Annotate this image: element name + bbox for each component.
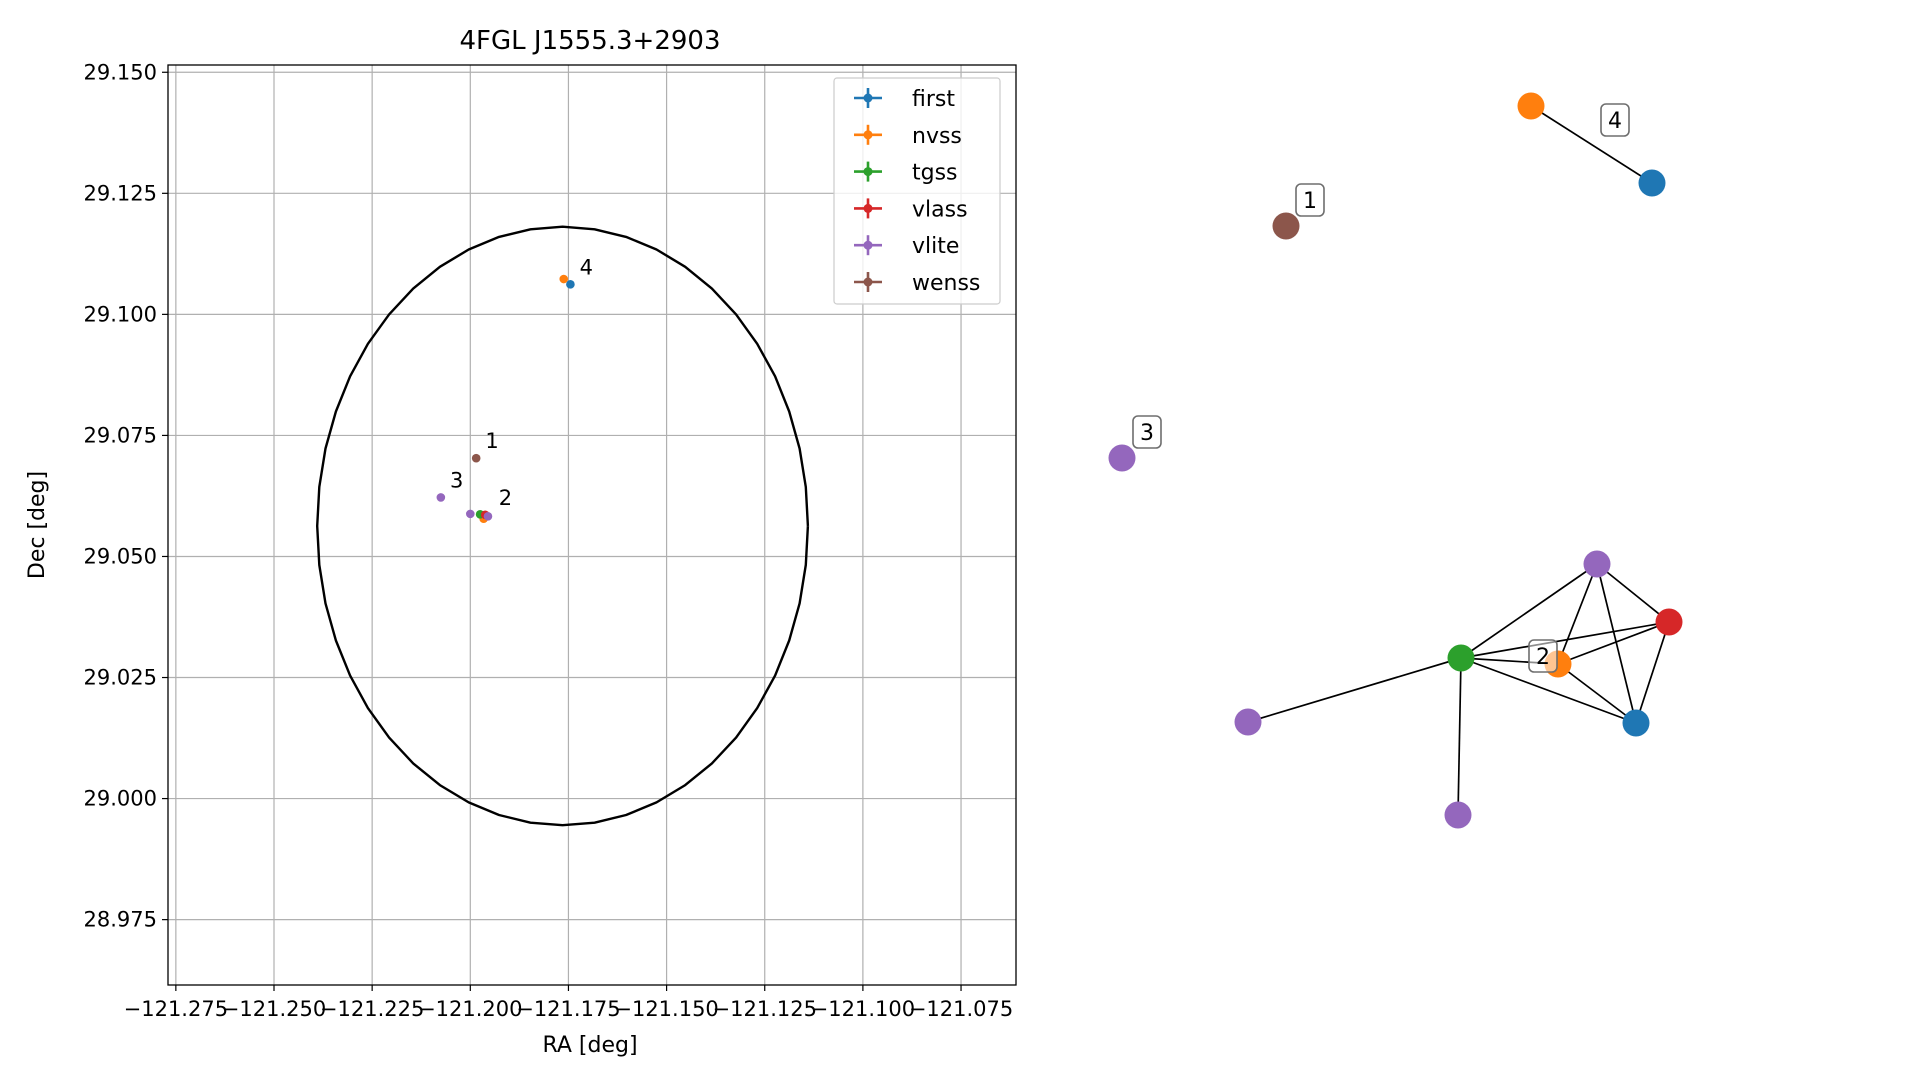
x-tick-label: −121.150 <box>614 997 718 1021</box>
graph-node-nvss <box>1517 92 1545 120</box>
points-layer <box>436 274 575 524</box>
legend-entries: first nvss tgss vlass vlite wenss <box>854 87 980 296</box>
graph-edge <box>1557 621 1670 665</box>
group-label-box-1 <box>1295 183 1325 217</box>
chart-title: 4FGL J1555.3+2903 <box>460 26 721 56</box>
nodes-layer <box>1108 92 1683 829</box>
group-label-box-4 <box>1600 103 1630 137</box>
graph-edge <box>1530 105 1653 184</box>
scatter-annotation-1: 1 <box>485 429 498 453</box>
graph-node-vlite <box>1234 708 1262 736</box>
x-tick-label: −121.250 <box>222 997 326 1021</box>
grid <box>168 65 1016 985</box>
legend-vlass-label: vlass <box>912 197 968 222</box>
graph-node-vlass <box>1655 608 1683 636</box>
y-tick-label: 29.025 <box>84 666 157 690</box>
first-point <box>566 280 575 289</box>
edges-layer <box>1247 105 1670 816</box>
legend-nvss-marker <box>863 130 873 140</box>
graph-edge <box>1596 563 1637 724</box>
graph-edge <box>1596 563 1670 623</box>
x-axis-label: RA [deg] <box>542 1033 637 1058</box>
scatter-annotation-4: 4 <box>580 255 593 279</box>
group-label-4: 4 <box>1608 109 1622 134</box>
scatter-annotation-3: 3 <box>450 468 463 492</box>
graph-edge <box>1557 563 1598 665</box>
legend-wenss-label: wenss <box>912 271 980 296</box>
x-tick-label: −121.275 <box>124 997 228 1021</box>
x-tick-label: −121.225 <box>320 997 424 1021</box>
graph-node-first <box>1638 169 1666 197</box>
legend: first nvss tgss vlass vlite wenss <box>833 77 1001 305</box>
graph-edge <box>1457 657 1462 816</box>
y-tick-label: 29.000 <box>84 787 157 811</box>
y-tick-label: 28.975 <box>84 908 157 932</box>
legend-nvss-label: nvss <box>912 124 962 149</box>
group-label-2: 2 <box>1536 645 1550 670</box>
y-tick-label: 29.125 <box>84 181 157 205</box>
group-label-box-2 <box>1528 639 1558 673</box>
graph-node-vlite <box>1108 444 1136 472</box>
graph-node-first <box>1622 709 1650 737</box>
graph-edge <box>1460 657 1637 724</box>
vlite-point <box>436 493 446 502</box>
y-tick-label: 29.150 <box>84 60 157 84</box>
ticks-layer: −121.275−121.250−121.225−121.200−121.175… <box>84 60 1014 1021</box>
legend-vlite-marker <box>863 240 873 250</box>
legend-wenss-marker <box>863 277 873 287</box>
graph-node-vlite <box>1583 550 1611 578</box>
graph-node-wenss <box>1272 212 1300 240</box>
annotations-layer: 1 2 3 4 <box>450 255 593 509</box>
x-tick-label: −121.100 <box>811 997 915 1021</box>
y-tick-label: 29.100 <box>84 302 157 326</box>
group-label-box-3 <box>1132 415 1162 449</box>
scatter-annotation-2: 2 <box>499 486 512 510</box>
graph-edge <box>1635 621 1670 724</box>
graph-edge <box>1557 663 1637 724</box>
vlite-point <box>465 509 475 519</box>
x-tick-label: −121.200 <box>418 997 522 1021</box>
legend-tgss-marker <box>863 167 873 177</box>
y-tick-label: 29.075 <box>84 423 157 447</box>
legend-first-marker <box>863 93 873 103</box>
graph-node-vlite <box>1444 801 1472 829</box>
x-tick-label: −121.075 <box>909 997 1013 1021</box>
legend-vlite-label: vlite <box>912 234 959 259</box>
x-tick-label: −121.125 <box>713 997 817 1021</box>
graph-edge <box>1460 621 1670 659</box>
network-panel: 1 2 3 4 <box>1108 92 1683 829</box>
plot-frame <box>167 64 1017 986</box>
y-tick-label: 29.050 <box>84 544 157 568</box>
legend-vlass-marker <box>863 203 873 213</box>
error-ellipse <box>316 225 810 827</box>
group-labels-layer: 1 2 3 4 <box>1132 103 1630 673</box>
group-label-3: 3 <box>1140 421 1154 446</box>
graph-edge <box>1460 563 1598 659</box>
nvss-point <box>559 274 569 284</box>
error-ellipse-layer <box>316 225 810 827</box>
x-tick-label: −121.175 <box>516 997 620 1021</box>
group-label-1: 1 <box>1303 189 1317 214</box>
legend-tgss-label: tgss <box>912 161 958 186</box>
graph-node-tgss <box>1447 644 1475 672</box>
vlite-point <box>483 511 493 521</box>
legend-first-label: first <box>912 87 955 112</box>
wenss-point <box>471 453 481 463</box>
graph-edge <box>1247 657 1462 723</box>
y-axis-label: Dec [deg] <box>25 471 50 579</box>
